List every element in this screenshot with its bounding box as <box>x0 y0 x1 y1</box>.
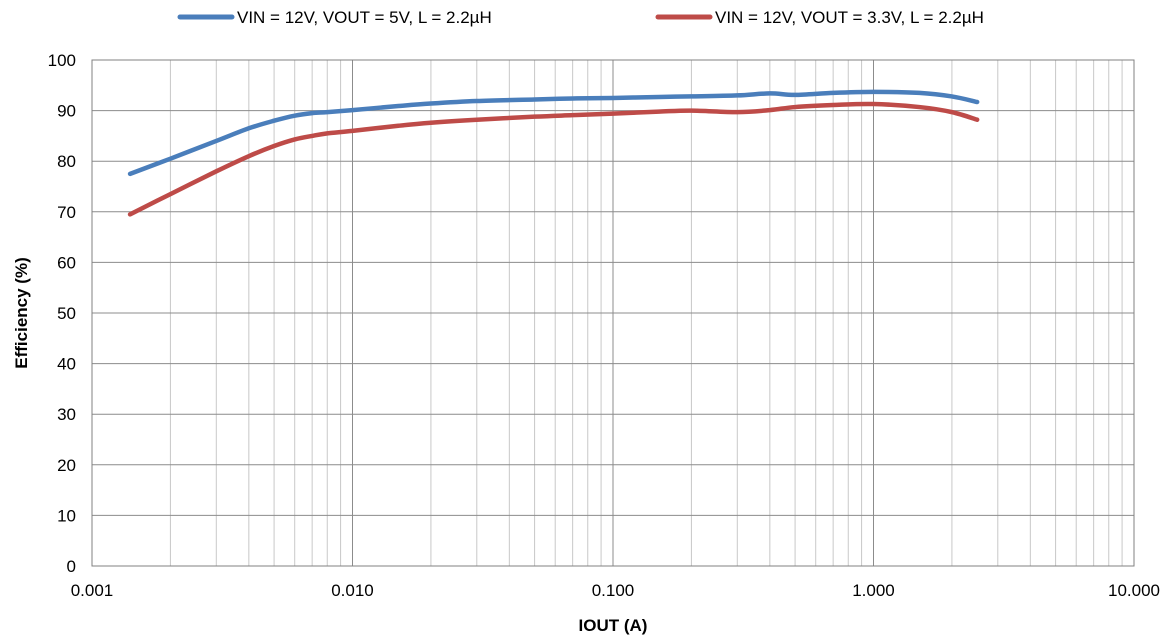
x-tick-label: 1.000 <box>852 581 895 600</box>
y-tick-label: 0 <box>67 557 76 576</box>
legend-label-vout-3v3: VIN = 12V, VOUT = 3.3V, L = 2.2µH <box>715 8 984 27</box>
y-tick-labels: 0 10 20 30 40 50 60 70 80 90 100 <box>48 51 76 576</box>
series-layer <box>127 89 980 217</box>
y-tick-label: 20 <box>57 456 76 475</box>
y-tick-label: 30 <box>57 405 76 424</box>
x-tick-label: 10.000 <box>1108 581 1160 600</box>
x-axis-title: IOUT (A) <box>579 616 648 635</box>
x-tick-label: 0.010 <box>331 581 374 600</box>
plot-frame <box>91 59 1135 567</box>
y-tick-label: 60 <box>57 253 76 272</box>
y-tick-label: 50 <box>57 304 76 323</box>
y-tick-label: 100 <box>48 51 76 70</box>
y-tick-label: 10 <box>57 506 76 525</box>
y-tick-label: 80 <box>57 152 76 171</box>
y-tick-label: 40 <box>57 355 76 374</box>
series-line-vout-5v <box>127 89 980 177</box>
legend: VIN = 12V, VOUT = 5V, L = 2.2µH VIN = 12… <box>177 8 984 27</box>
y-tick-label: 70 <box>57 203 76 222</box>
y-tick-label: 90 <box>57 102 76 121</box>
x-tick-label: 0.100 <box>592 581 635 600</box>
x-tick-label: 0.001 <box>71 581 114 600</box>
x-tick-labels: 0.001 0.010 0.100 1.000 10.000 <box>71 581 1160 600</box>
series-line-vout-3v3 <box>127 101 980 217</box>
major-gridlines <box>91 59 1135 567</box>
legend-label-vout-5v: VIN = 12V, VOUT = 5V, L = 2.2µH <box>237 8 492 27</box>
y-axis-title: Efficiency (%) <box>12 257 31 368</box>
